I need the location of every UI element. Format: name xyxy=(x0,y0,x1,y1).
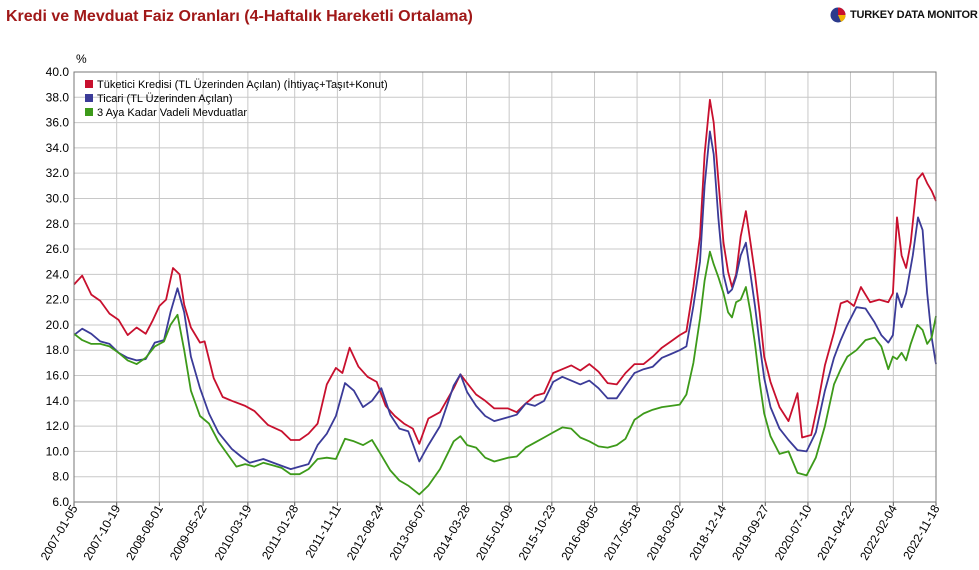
y-tick-label: 18.0 xyxy=(46,343,70,357)
gridlines xyxy=(74,71,936,503)
y-tick-label: 14.0 xyxy=(46,394,70,408)
x-tick-label: 2011-01-28 xyxy=(259,502,302,562)
x-tick-label: 2012-08-24 xyxy=(344,502,387,562)
x-tick-label: 2018-12-14 xyxy=(686,502,729,562)
x-tick-label: 2022-02-04 xyxy=(857,502,900,562)
x-tick-label: 2007-10-19 xyxy=(80,502,123,562)
x-tick-label: 2015-10-23 xyxy=(516,502,559,562)
x-tick-label: 2018-03-02 xyxy=(644,502,687,562)
y-tick-label: 24.0 xyxy=(46,267,70,281)
x-tick-label: 2008-08-01 xyxy=(123,502,166,562)
y-tick-label: 12.0 xyxy=(46,419,70,433)
brand-name: TURKEY DATA MONITOR xyxy=(850,9,978,21)
y-tick-label: 16.0 xyxy=(46,369,70,383)
y-tick-label: 32.0 xyxy=(46,166,70,180)
x-axis-ticks: 2007-01-05 2007-10-19 2008-08-01 2009-05-22… xyxy=(38,502,943,563)
series-line-1 xyxy=(73,130,937,470)
series-line-0 xyxy=(73,98,937,445)
legend-swatch-2 xyxy=(85,108,93,116)
x-tick-label: 2022-11-18 xyxy=(900,502,943,562)
x-tick-label: 2017-05-18 xyxy=(601,502,644,562)
legend-label-2: 3 Aya Kadar Vadeli Mevduatlar xyxy=(97,107,247,119)
x-tick-label: 2007-01-05 xyxy=(38,502,81,562)
x-tick-label: 2019-09-27 xyxy=(729,502,772,562)
legend: Tüketici Kredisi (TL Üzerinden Açılan) (… xyxy=(85,78,388,119)
y-tick-label: 34.0 xyxy=(46,141,70,155)
y-tick-label: 30.0 xyxy=(46,191,70,205)
legend-label-1: Ticari (TL Üzerinden Açılan) xyxy=(97,93,233,105)
x-tick-label: 2016-08-05 xyxy=(558,502,601,562)
legend-swatch-1 xyxy=(85,94,93,102)
x-tick-label: 2010-03-19 xyxy=(212,502,255,562)
series-line-2 xyxy=(73,250,937,496)
y-tick-label: 28.0 xyxy=(46,217,70,231)
y-tick-label: 40.0 xyxy=(46,65,70,79)
chart-title: Kredi ve Mevduat Faiz Oranları (4-Haftal… xyxy=(6,8,473,25)
y-tick-label: 26.0 xyxy=(46,242,70,256)
x-tick-label: 2021-04-22 xyxy=(814,502,857,562)
x-tick-label: 2011-11-11 xyxy=(303,502,345,560)
legend-swatch-0 xyxy=(85,80,93,88)
x-tick-label: 2009-05-22 xyxy=(167,502,210,562)
y-tick-label: 8.0 xyxy=(52,470,69,484)
y-tick-label: 10.0 xyxy=(46,444,70,458)
x-tick-label: 2013-06-07 xyxy=(387,502,430,562)
x-tick-label: 2020-07-10 xyxy=(772,502,815,562)
x-tick-label: 2014-03-28 xyxy=(430,502,473,562)
pie-logo-icon xyxy=(830,7,846,23)
y-tick-label: 38.0 xyxy=(46,90,70,104)
y-tick-label: 22.0 xyxy=(46,293,70,307)
y-tick-label: 36.0 xyxy=(46,116,70,130)
y-axis-unit-label: % xyxy=(76,52,87,66)
series-lines xyxy=(73,98,937,496)
x-tick-label: 2015-01-09 xyxy=(473,502,516,562)
legend-label-0: Tüketici Kredisi (TL Üzerinden Açılan) (… xyxy=(97,78,388,91)
brand-logo: TURKEY DATA MONITOR xyxy=(830,6,978,24)
plot-area-border xyxy=(73,71,937,503)
y-tick-label: 20.0 xyxy=(46,318,70,332)
y-axis-ticks: 40.0 38.0 36.0 34.0 32.0 30.0 28.0 26.0 24.0 22.0… xyxy=(46,65,70,509)
y-tick-label: 6.0 xyxy=(52,495,69,509)
